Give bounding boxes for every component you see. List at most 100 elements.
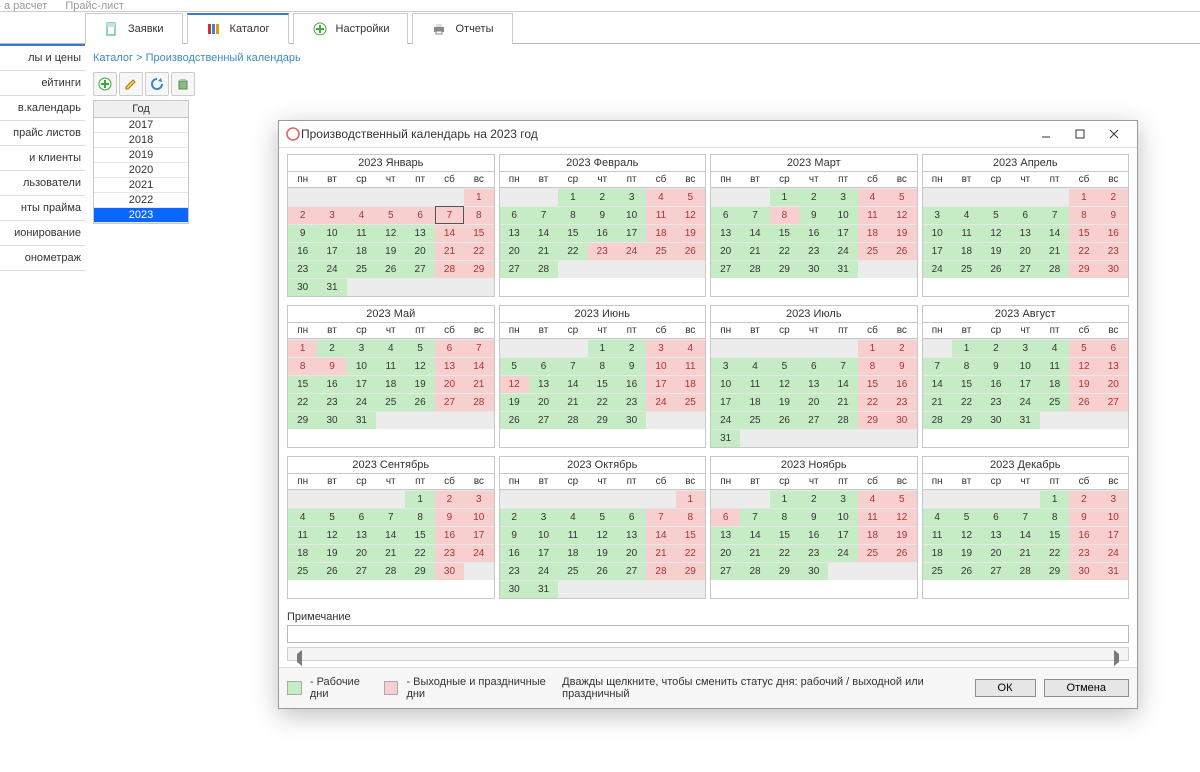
calendar-day[interactable]: 2	[1099, 188, 1128, 206]
calendar-day[interactable]: 2	[317, 339, 346, 357]
calendar-day[interactable]: 21	[558, 393, 587, 411]
calendar-day[interactable]: 29	[858, 411, 887, 429]
calendar-day[interactable]: 20	[347, 544, 376, 562]
delete-button[interactable]	[171, 72, 195, 96]
calendar-day[interactable]: 6	[435, 339, 464, 357]
calendar-day[interactable]: 25	[558, 562, 587, 580]
calendar-day[interactable]: 9	[799, 508, 828, 526]
maximize-button[interactable]	[1063, 124, 1097, 144]
calendar-day[interactable]: 27	[711, 562, 740, 580]
calendar-day[interactable]: 23	[981, 393, 1010, 411]
calendar-day[interactable]: 2	[799, 188, 828, 206]
year-item[interactable]: 2017	[94, 118, 188, 133]
calendar-day[interactable]: 17	[828, 224, 857, 242]
calendar-day[interactable]: 22	[558, 242, 587, 260]
calendar-day[interactable]: 7	[376, 508, 405, 526]
calendar-day[interactable]: 29	[1040, 562, 1069, 580]
calendar-day[interactable]: 25	[646, 242, 675, 260]
calendar-day[interactable]: 5	[317, 508, 346, 526]
calendar-day[interactable]: 4	[952, 206, 981, 224]
calendar-day[interactable]: 4	[858, 490, 887, 508]
calendar-day[interactable]: 6	[500, 206, 529, 224]
calendar-day[interactable]: 27	[405, 260, 434, 278]
calendar-day[interactable]: 4	[376, 339, 405, 357]
calendar-day[interactable]: 31	[1099, 562, 1128, 580]
calendar-day[interactable]: 18	[952, 242, 981, 260]
calendar-day[interactable]: 3	[646, 339, 675, 357]
calendar-day[interactable]: 16	[1069, 526, 1098, 544]
calendar-day[interactable]: 21	[435, 242, 464, 260]
calendar-day[interactable]: 23	[317, 393, 346, 411]
calendar-day[interactable]: 19	[952, 544, 981, 562]
calendar-day[interactable]: 17	[317, 242, 346, 260]
calendar-day[interactable]: 5	[981, 206, 1010, 224]
calendar-day[interactable]: 3	[711, 357, 740, 375]
calendar-day[interactable]: 26	[405, 393, 434, 411]
calendar-day[interactable]: 23	[1069, 544, 1098, 562]
calendar-day[interactable]: 26	[500, 411, 529, 429]
sidebar-item[interactable]: ейтинги	[0, 71, 85, 96]
calendar-day[interactable]: 3	[464, 490, 493, 508]
calendar-day[interactable]: 24	[317, 260, 346, 278]
calendar-day[interactable]: 1	[952, 339, 981, 357]
calendar-day[interactable]: 28	[1011, 562, 1040, 580]
calendar-day[interactable]: 16	[588, 224, 617, 242]
calendar-day[interactable]: 13	[1011, 224, 1040, 242]
calendar-day[interactable]: 16	[617, 375, 646, 393]
calendar-day[interactable]: 7	[558, 357, 587, 375]
calendar-day[interactable]: 19	[887, 526, 916, 544]
sidebar-item[interactable]: лы и цены	[0, 44, 85, 71]
calendar-day[interactable]: 23	[887, 393, 916, 411]
calendar-day[interactable]: 25	[952, 260, 981, 278]
calendar-day[interactable]: 7	[435, 206, 464, 224]
calendar-day[interactable]: 6	[617, 508, 646, 526]
calendar-day[interactable]: 15	[464, 224, 493, 242]
calendar-day[interactable]: 10	[529, 526, 558, 544]
close-button[interactable]	[1097, 124, 1131, 144]
calendar-day[interactable]: 27	[347, 562, 376, 580]
calendar-day[interactable]: 23	[500, 562, 529, 580]
calendar-day[interactable]: 13	[981, 526, 1010, 544]
tab-отчеты[interactable]: Отчеты	[412, 13, 512, 44]
calendar-day[interactable]: 31	[828, 260, 857, 278]
calendar-day[interactable]: 10	[317, 224, 346, 242]
calendar-day[interactable]: 22	[676, 544, 705, 562]
calendar-day[interactable]: 26	[676, 242, 705, 260]
calendar-day[interactable]: 21	[464, 375, 493, 393]
calendar-day[interactable]: 29	[405, 562, 434, 580]
calendar-day[interactable]: 13	[347, 526, 376, 544]
calendar-day[interactable]: 26	[981, 260, 1010, 278]
calendar-day[interactable]: 20	[1011, 242, 1040, 260]
calendar-day[interactable]: 11	[676, 357, 705, 375]
calendar-day[interactable]: 22	[405, 544, 434, 562]
calendar-day[interactable]: 15	[858, 375, 887, 393]
note-input[interactable]	[287, 625, 1129, 643]
calendar-day[interactable]: 28	[646, 562, 675, 580]
year-item[interactable]: 2020	[94, 163, 188, 178]
add-button[interactable]	[93, 72, 117, 96]
calendar-day[interactable]: 12	[405, 357, 434, 375]
calendar-day[interactable]: 18	[858, 224, 887, 242]
calendar-day[interactable]: 4	[858, 188, 887, 206]
calendar-day[interactable]: 1	[288, 339, 317, 357]
calendar-day[interactable]: 17	[646, 375, 675, 393]
sidebar-item[interactable]: нты прайма	[0, 196, 85, 221]
cancel-button[interactable]: Отмена	[1044, 679, 1129, 697]
calendar-day[interactable]: 19	[405, 375, 434, 393]
calendar-day[interactable]: 15	[1069, 224, 1098, 242]
tab-настройки[interactable]: Настройки	[293, 13, 409, 44]
calendar-day[interactable]: 19	[500, 393, 529, 411]
calendar-day[interactable]: 30	[500, 580, 529, 598]
calendar-day[interactable]: 9	[288, 224, 317, 242]
calendar-day[interactable]: 7	[923, 357, 952, 375]
calendar-day[interactable]: 8	[1040, 508, 1069, 526]
calendar-day[interactable]: 18	[923, 544, 952, 562]
calendar-day[interactable]: 18	[376, 375, 405, 393]
calendar-day[interactable]: 7	[740, 508, 769, 526]
calendar-day[interactable]: 1	[558, 188, 587, 206]
calendar-day[interactable]: 10	[711, 375, 740, 393]
calendar-day[interactable]: 28	[558, 411, 587, 429]
calendar-day[interactable]: 12	[887, 206, 916, 224]
calendar-day[interactable]: 18	[676, 375, 705, 393]
calendar-day[interactable]: 20	[1099, 375, 1128, 393]
